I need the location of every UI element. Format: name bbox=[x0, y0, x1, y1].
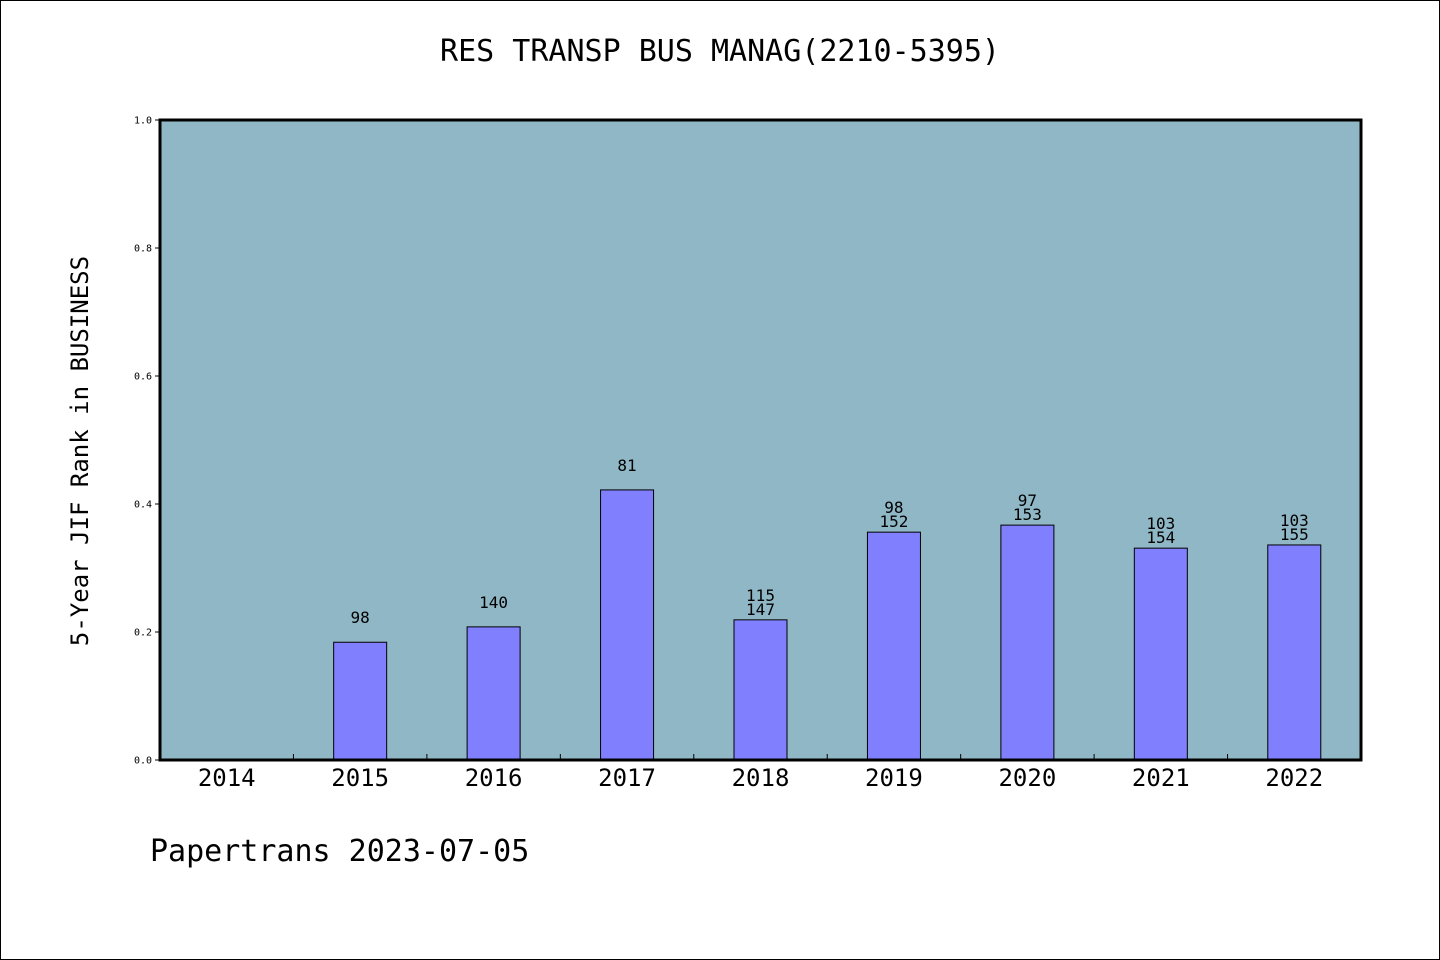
y-tick-label: 0.6 bbox=[134, 372, 152, 383]
bar-value-label: 152 bbox=[879, 512, 908, 531]
bar-value-label: 140 bbox=[479, 593, 508, 612]
x-tick-label: 2021 bbox=[1132, 764, 1190, 792]
x-tick-label: 2022 bbox=[1265, 764, 1323, 792]
bar bbox=[1000, 524, 1055, 761]
footer-note: Papertrans 2023-07-05 bbox=[150, 834, 530, 869]
bar-value-label: 81 bbox=[617, 456, 636, 475]
bar-value-label: 98 bbox=[351, 608, 370, 627]
y-tick-label: 0.4 bbox=[134, 500, 152, 511]
x-tick-label: 2020 bbox=[998, 764, 1056, 792]
y-tick-label: 1.0 bbox=[134, 116, 152, 127]
x-tick-label: 2018 bbox=[732, 764, 790, 792]
bar-value-label: 103 bbox=[1146, 514, 1175, 533]
bar bbox=[600, 489, 655, 761]
bar-value-label: 97 bbox=[1018, 491, 1037, 510]
bars bbox=[333, 489, 1322, 761]
bar-value-label: 147 bbox=[746, 600, 775, 619]
bar bbox=[733, 619, 788, 761]
x-tick-label: 2016 bbox=[465, 764, 523, 792]
y-tick-label: 0.8 bbox=[134, 244, 152, 255]
y-tick-label: 0.0 bbox=[134, 756, 152, 767]
bar bbox=[333, 641, 388, 761]
x-axis-ticks: 2014 2015 2016 2017 2018 2019 2020 2021 2022 bbox=[198, 754, 1323, 792]
bar bbox=[466, 626, 521, 761]
bar-value-label: 115 bbox=[746, 586, 775, 605]
x-tick-label: 2017 bbox=[598, 764, 656, 792]
x-tick-label: 2014 bbox=[198, 764, 256, 792]
bar-value-label: 153 bbox=[1013, 505, 1042, 524]
bar bbox=[1267, 544, 1322, 761]
bar bbox=[1133, 547, 1188, 761]
x-tick-label: 2015 bbox=[331, 764, 389, 792]
chart-title: RES TRANSP BUS MANAG(2210-5395) bbox=[440, 34, 1000, 69]
bar bbox=[866, 531, 921, 761]
bar-value-label: 155 bbox=[1280, 525, 1309, 544]
bar-value-label: 98 bbox=[884, 498, 903, 517]
x-tick-label: 2019 bbox=[865, 764, 923, 792]
plot-border bbox=[158, 118, 1363, 762]
bar-value-label: 103 bbox=[1280, 511, 1309, 530]
y-axis-ticks: 0.0 0.2 0.4 0.6 0.8 1.0 bbox=[134, 116, 160, 767]
y-tick-label: 0.2 bbox=[134, 628, 152, 639]
bar-value-label: 154 bbox=[1146, 528, 1175, 547]
